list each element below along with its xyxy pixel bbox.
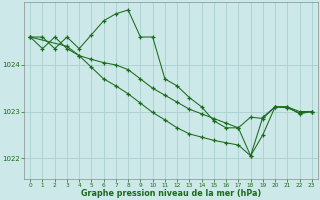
X-axis label: Graphe pression niveau de la mer (hPa): Graphe pression niveau de la mer (hPa) bbox=[81, 189, 261, 198]
